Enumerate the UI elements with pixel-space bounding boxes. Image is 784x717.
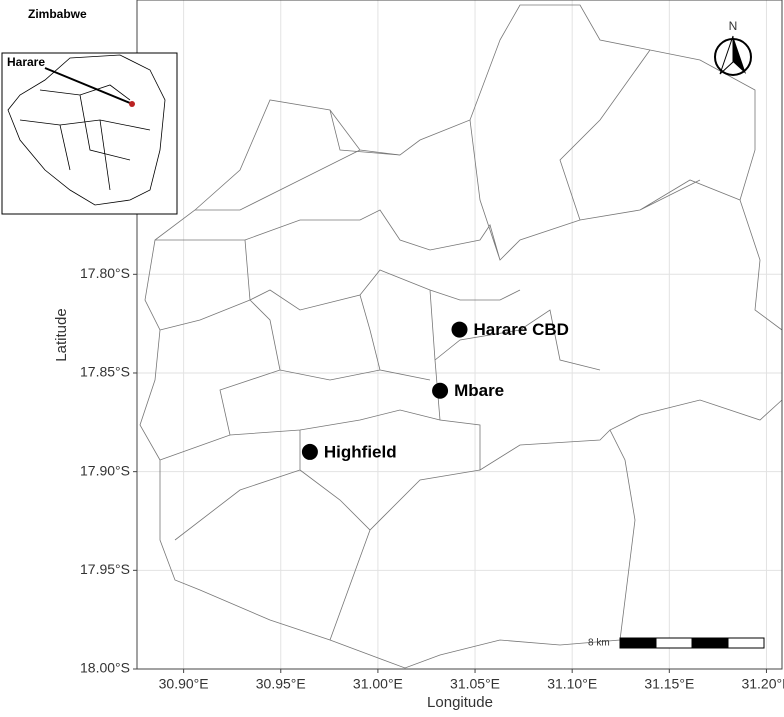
y-tick-label: 17.95°S [80,561,130,577]
arrow-half [719,35,734,75]
plot-frame [136,0,783,670]
inset-title: Zimbabwe [28,7,87,21]
axes: 30.90°E 30.95°E 31.00°E 31.05°E 31.10°E 31.15… [80,265,784,692]
x-tick-label: 31.15°E [644,676,694,692]
scale-segment [655,637,693,649]
scale-bar: 8 km [588,637,765,649]
site-marker [301,443,318,460]
district-boundaries [155,49,741,641]
site-label: Highfield [324,442,397,461]
x-axis-title: Longitude [427,694,493,711]
north-label: N [729,19,738,33]
y-tick-label: 17.90°S [80,462,130,478]
x-tick-label: 31.05°E [450,676,500,692]
inset-map: Zimbabwe Harare [1,7,178,215]
scale-segment [691,637,729,649]
x-tick-label: 30.90°E [159,676,209,692]
x-tick-label: 31.20°E [741,676,784,692]
site-label: Harare CBD [474,320,569,339]
sites: Harare CBD Mbare Highfield [301,320,569,461]
inset-country [7,54,166,206]
arrow-half [733,36,746,74]
scale-segment [619,637,657,649]
north-arrow: N [714,19,752,76]
district-boundaries [139,4,783,669]
scale-label: 8 km [588,638,610,649]
y-tick-label: 17.85°S [80,364,130,380]
inset-label: Harare [7,55,45,69]
arrow-ring [714,38,752,76]
inset-frame [1,52,178,215]
x-tick-label: 31.10°E [547,676,597,692]
y-tick-label: 18.00°S [80,660,130,676]
scale-segment [727,637,765,649]
inset-marker [129,101,135,107]
x-tick-label: 30.95°E [256,676,306,692]
y-tick-label: 17.80°S [80,265,130,281]
inset-pointer [44,67,131,104]
districts [139,4,783,669]
site-label: Mbare [454,381,504,400]
site-marker [432,382,449,399]
site-marker [451,321,468,338]
x-tick-label: 31.00°E [353,676,403,692]
y-axis-title: Latitude [53,308,70,361]
